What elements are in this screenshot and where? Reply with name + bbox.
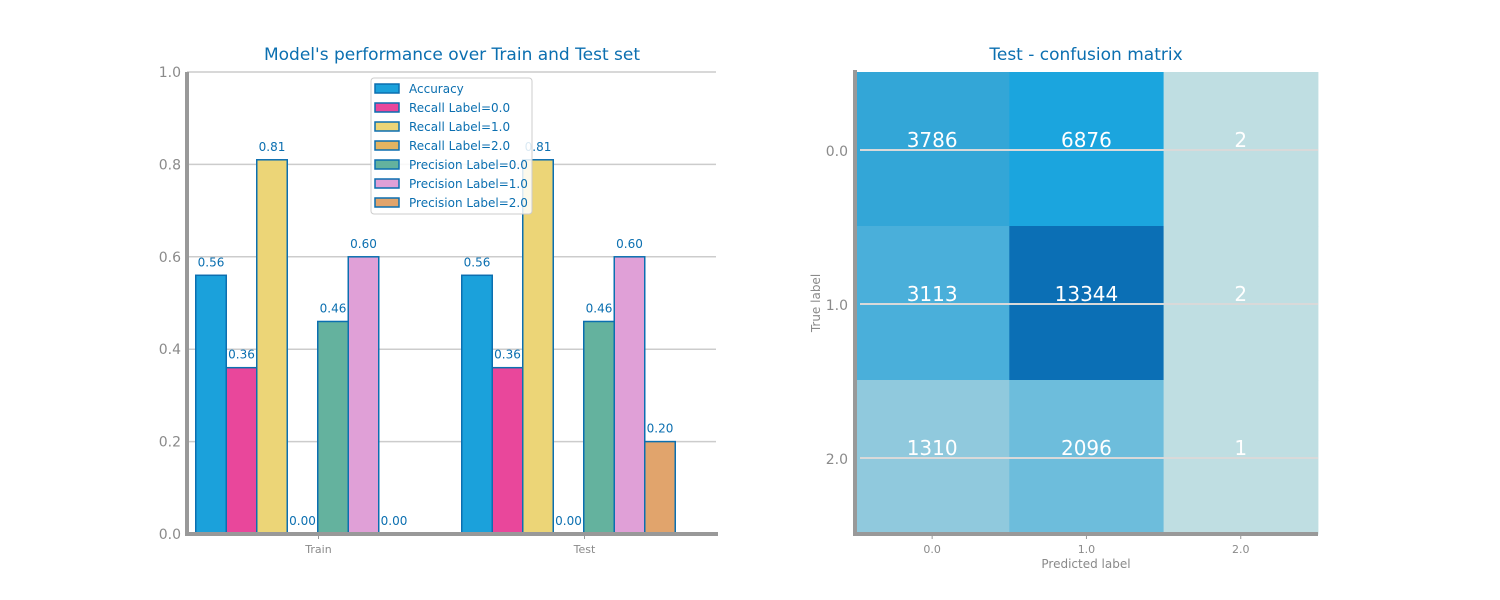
cm-cell-value: 2 [1234, 282, 1247, 306]
bar-chart-title: Model's performance over Train and Test … [264, 45, 640, 65]
bar-data-label: 0.00 [289, 514, 316, 528]
bar-data-label: 0.36 [228, 348, 255, 362]
cm-y-ticks: 0.0 1.0 2.0 [826, 144, 848, 468]
bar-mark [644, 440, 676, 535]
bar-data-label: 0.00 [555, 514, 582, 528]
bar-x-ticks: Train Test [304, 534, 596, 556]
bar-marks [195, 159, 676, 535]
cm-cell-value: 2 [1234, 128, 1247, 152]
bar-mark [225, 366, 258, 535]
bar-data-label: 0.56 [464, 255, 491, 269]
bar-mark [256, 159, 288, 535]
bar-data-labels: 0.560.360.810.000.460.600.000.560.360.81… [198, 140, 674, 528]
legend-swatch [374, 121, 400, 132]
bar-mark [613, 256, 646, 535]
legend-swatch [374, 178, 400, 189]
bar-legend: Accuracy Recall Label=0.0 Recall Label=1.0… [370, 77, 533, 215]
confusion-matrix-chart: Test - confusion matrix 3786 6876 2 3113 133… [809, 45, 1319, 571]
cm-cell-value: 1 [1234, 436, 1247, 460]
legend-swatch [374, 140, 400, 151]
legend-entry-label: Recall Label=1.0 [409, 120, 510, 134]
cm-ylabel: True label [809, 274, 823, 333]
bar-data-label: 0.20 [647, 422, 674, 436]
cm-gridlines [860, 149, 1318, 459]
cm-xlabel: Predicted label [1041, 557, 1130, 571]
cm-cell-value: 1310 [907, 436, 958, 460]
legend-swatch [374, 102, 400, 113]
cm-cell-value: 3113 [907, 282, 958, 306]
bar-y-ticks: 0.0 0.2 0.4 0.6 0.8 1.0 [159, 65, 181, 543]
cm-y-tick-label: 0.0 [826, 144, 848, 160]
bar-data-label: 0.36 [494, 348, 521, 362]
bar-mark [317, 320, 349, 535]
legend-entry-label: Accuracy [409, 82, 464, 96]
legend-swatch [374, 159, 400, 170]
bar-x-tick-label: Train [304, 543, 331, 556]
bar-y-tick-label: 0.8 [159, 157, 181, 173]
cm-cell-value: 13344 [1055, 282, 1119, 306]
bar-data-label: 0.56 [198, 255, 225, 269]
cm-x-tick-label: 2.0 [1232, 543, 1250, 556]
bar-data-label: 0.60 [616, 237, 643, 251]
legend-entry-label: Recall Label=2.0 [409, 139, 510, 153]
cm-cell-value: 3786 [907, 128, 958, 152]
legend-swatch [374, 83, 400, 94]
bar-mark [347, 256, 380, 535]
legend-entry-label: Precision Label=0.0 [409, 158, 528, 172]
bar-data-label: 0.46 [320, 301, 347, 315]
bar-chart: Model's performance over Train and Test … [159, 45, 718, 556]
bar-mark [522, 159, 554, 535]
cm-cell-value: 2096 [1061, 436, 1112, 460]
bar-y-tick-label: 1.0 [159, 65, 181, 81]
bar-y-tick-label: 0.0 [159, 527, 181, 543]
bar-data-label: 0.46 [586, 301, 613, 315]
bar-data-label: 0.81 [259, 140, 286, 154]
bar-y-tick-label: 0.2 [159, 435, 181, 451]
cm-y-tick-label: 1.0 [826, 298, 848, 314]
legend-box [370, 77, 533, 215]
legend-entry-label: Precision Label=1.0 [409, 177, 528, 191]
legend-entry-label: Precision Label=2.0 [409, 196, 528, 210]
cm-x-tick-label: 0.0 [923, 543, 941, 556]
bar-mark [583, 320, 615, 535]
cm-cell-value: 6876 [1061, 128, 1112, 152]
legend-entry-label: Recall Label=0.0 [409, 101, 510, 115]
bar-y-tick-label: 0.4 [159, 342, 181, 358]
bar-data-label: 0.60 [350, 237, 377, 251]
bar-x-tick-label: Test [573, 543, 596, 556]
bar-data-label: 0.00 [381, 514, 408, 528]
cm-title: Test - confusion matrix [988, 45, 1182, 65]
bar-mark [195, 274, 227, 535]
bar-mark [461, 274, 493, 535]
bar-y-tick-label: 0.6 [159, 250, 181, 266]
cm-cell-values: 3786 6876 2 3113 13344 2 1310 2096 1 [907, 128, 1247, 460]
legend-swatch [374, 197, 400, 208]
cm-y-tick-label: 2.0 [826, 452, 848, 468]
cm-x-ticks: 0.0 1.0 2.0 [923, 534, 1250, 556]
bar-mark [491, 366, 524, 535]
cm-x-tick-label: 1.0 [1078, 543, 1096, 556]
